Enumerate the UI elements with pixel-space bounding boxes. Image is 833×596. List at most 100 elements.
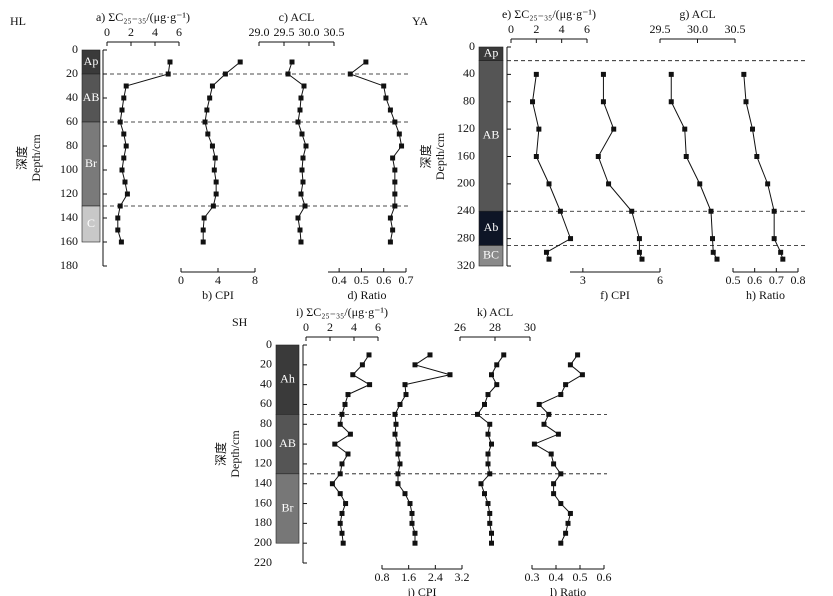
x-tick-label: 2 [128,25,134,39]
x-tick-label: 30.5 [324,25,345,39]
data-point [213,191,219,197]
x-tick-label: 0.4 [549,570,564,584]
data-point [337,520,343,526]
profile-title: k) ACL [477,305,513,319]
x-tick-label: 0 [303,320,309,334]
data-point [543,249,549,255]
data-point [478,481,484,487]
x-tick-label: 0.8 [375,570,390,584]
profile-title: h) Ratio [746,288,785,302]
data-point [780,256,786,262]
data-point [606,181,612,187]
x-tick-label: 0.7 [769,273,784,287]
data-point [558,392,564,398]
data-point [303,143,309,149]
data-point [558,540,564,546]
data-point [396,131,402,137]
data-point [297,107,303,113]
data-point [403,392,409,398]
data-point [683,154,689,159]
data-point [165,71,171,77]
depth-tick-label: 80 [66,138,78,152]
x-tick-label: 30 [524,320,536,334]
data-point [636,249,642,255]
data-point [639,256,645,262]
x-tick-label: 28 [489,320,501,334]
x-tick-label: 26 [454,320,466,334]
horizon [81,205,101,243]
horizon [478,210,504,246]
data-point [397,401,403,407]
data-point [202,119,208,125]
data-point [489,540,494,546]
x-tick-label: 30.5 [725,22,746,36]
data-point [501,352,507,358]
x-tick-label: 30.0 [687,22,708,36]
profile-title: f) CPI [600,288,630,302]
data-point [563,382,569,388]
profile-title: i) ΣC₂₅₋₃₅/(μg·g⁻¹) [296,305,388,319]
horizon-label: Ab [484,220,499,234]
data-point [447,372,453,378]
data-point [298,191,304,197]
data-point [397,461,403,467]
data-point [301,83,307,89]
data-point [392,431,398,437]
data-point [118,239,124,245]
x-tick-label: 0.6 [747,273,762,287]
x-tick-label: 4 [152,25,158,39]
x-tick-label: 6 [375,320,381,334]
horizon [478,245,504,267]
data-point [387,215,393,221]
horizon-label: C [87,216,95,230]
depth-tick-label: 120 [60,186,78,200]
depth-tick-label: 80 [463,94,475,108]
data-point [575,352,581,358]
data-point [485,431,491,437]
data-point [337,491,343,497]
profile-line [202,61,241,242]
depth-tick-label: 20 [66,66,78,80]
data-point [121,131,127,137]
data-point [551,491,557,497]
data-point [714,256,720,262]
depth-tick-label: 200 [254,535,272,549]
data-point [212,155,218,161]
data-point [299,167,305,173]
data-point [482,491,487,497]
profile-title: l) Ratio [550,585,586,596]
data-point [295,215,301,221]
data-point [427,352,433,358]
data-point [393,421,399,427]
site-label: HL [10,14,26,28]
data-point [390,227,396,233]
data-point [123,143,129,149]
data-point [237,59,243,65]
data-point [579,372,585,378]
horizon-label: AB [483,128,500,142]
data-point [392,203,398,209]
data-point [337,471,343,477]
data-point [708,208,714,214]
depth-tick-label: 180 [60,258,78,272]
data-point [412,540,418,546]
profile-line [670,74,718,260]
x-tick-label: 0.6 [597,570,612,584]
x-tick-label: 4 [215,273,221,287]
horizon-label: Ap [484,46,499,60]
data-point [209,83,215,89]
data-point [122,179,128,185]
depth-tick-label: 120 [457,121,475,135]
x-tick-label: 3.2 [455,570,470,584]
data-point [295,119,301,125]
data-point [339,510,345,516]
data-point [536,126,542,132]
x-tick-label: 4 [351,320,357,334]
depth-tick-label: 100 [254,436,272,450]
data-point [345,451,351,457]
depth-tick-label: 60 [260,396,272,410]
data-point [329,481,335,487]
data-point [124,191,130,197]
data-point [754,154,760,159]
data-point [300,155,306,161]
